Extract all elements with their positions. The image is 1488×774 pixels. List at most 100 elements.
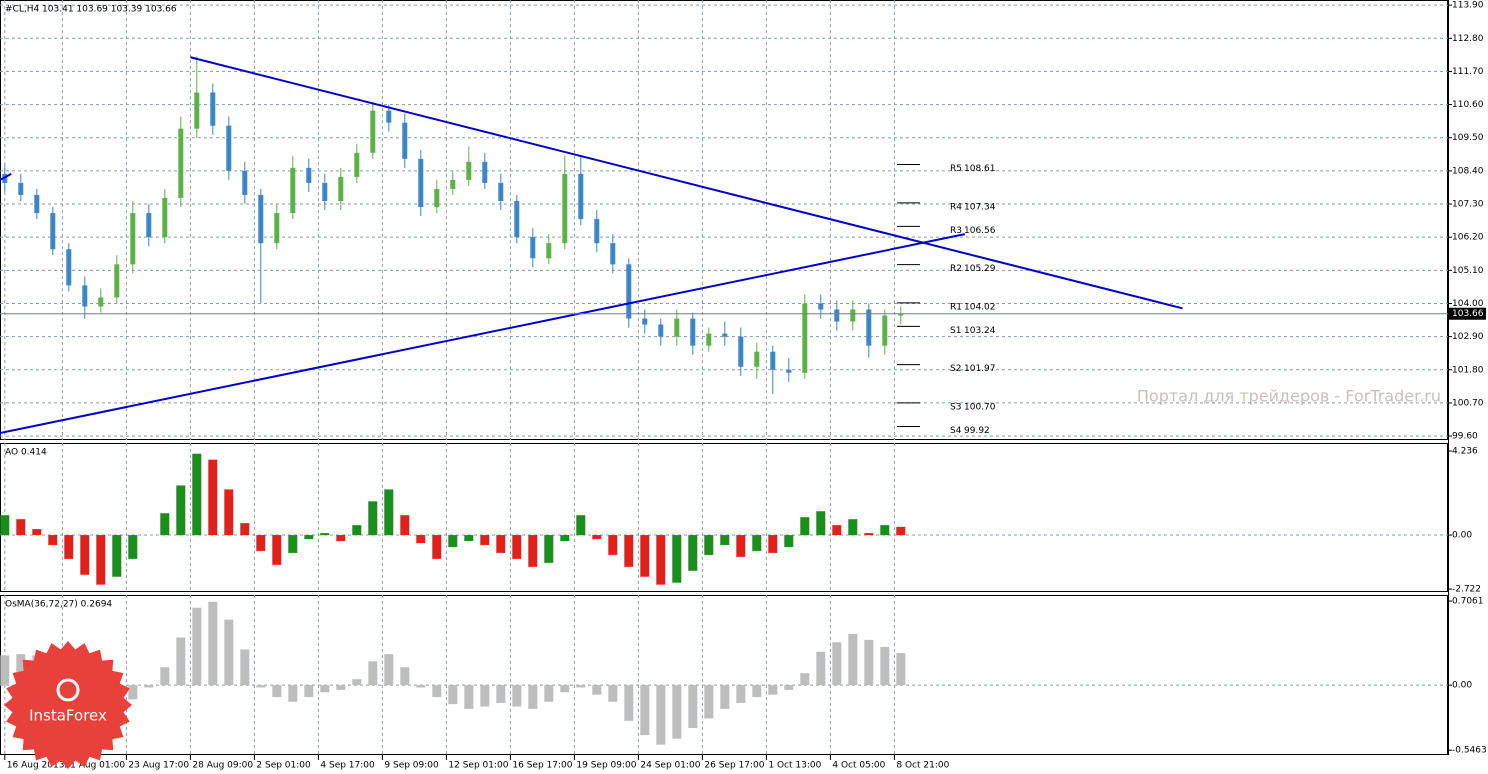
histogram-bar <box>352 525 362 536</box>
x-tick-label: 9 Sep 09:00 <box>384 761 439 771</box>
pivot-name: R4 <box>950 202 962 212</box>
candle-body <box>802 303 808 373</box>
logo-star <box>4 641 132 769</box>
histogram-bar <box>560 535 570 542</box>
histogram-bar <box>432 535 442 559</box>
histogram-bar <box>512 535 522 559</box>
pivot-value: 104.02 <box>964 302 996 312</box>
candle-body <box>882 315 888 346</box>
pivot-value: 100.70 <box>964 402 996 412</box>
candle-body <box>34 194 40 214</box>
candle-body <box>242 170 248 195</box>
histogram-bar <box>112 535 122 577</box>
x-tick-label: 19 Sep 09:00 <box>576 761 636 771</box>
histogram-bar <box>736 685 746 703</box>
panel-frame <box>0 0 1448 440</box>
candle-body <box>178 128 184 198</box>
histogram-bar <box>528 535 538 567</box>
y-tick-label: 99.60 <box>1452 432 1478 442</box>
histogram-bar <box>624 685 634 721</box>
candle-body <box>114 264 120 298</box>
histogram-bar <box>192 607 202 686</box>
histogram-bar <box>336 535 346 542</box>
y-tick-label: 0.7061 <box>1452 597 1484 607</box>
candle-body <box>450 179 456 189</box>
candle-body <box>578 173 584 220</box>
histogram-bar <box>384 654 394 686</box>
candle-body <box>770 351 776 370</box>
histogram-bar <box>128 535 138 559</box>
y-tick-label: 100.70 <box>1452 398 1484 408</box>
histogram-bar <box>688 535 698 571</box>
pivot-value: 101.97 <box>964 364 996 374</box>
histogram-bar <box>496 685 506 703</box>
candle-body <box>866 309 872 346</box>
x-tick-label: 4 Oct 05:00 <box>832 761 885 771</box>
histogram-bar <box>336 685 346 690</box>
x-tick-label: 23 Aug 17:00 <box>128 761 189 771</box>
histogram-bar <box>656 685 666 745</box>
histogram-bar <box>528 685 538 709</box>
pivot-value: 99.92 <box>964 426 990 436</box>
histogram-bar <box>304 685 314 698</box>
candle-body <box>562 173 568 244</box>
histogram-bar <box>752 535 762 551</box>
candle-body <box>290 167 296 214</box>
histogram-bar <box>144 685 154 688</box>
histogram-bar <box>576 515 586 536</box>
candle-body <box>466 161 472 180</box>
candle-body <box>898 313 904 316</box>
pivot-name: R2 <box>950 264 962 274</box>
x-tick-label: 16 Sep 17:00 <box>512 761 572 771</box>
logo-icon <box>56 678 80 702</box>
histogram-bar <box>816 511 826 536</box>
histogram-bar <box>720 535 730 545</box>
pivot-name: S3 <box>950 402 961 412</box>
histogram-bar <box>176 637 186 686</box>
histogram-bar <box>96 535 106 585</box>
histogram-bar <box>160 667 170 686</box>
histogram-bar <box>784 685 794 690</box>
x-tick-label: 4 Sep 17:00 <box>320 761 375 771</box>
panel-title: OsMA(36,72,27) 0.2694 <box>5 600 112 610</box>
histogram-bar <box>16 654 26 686</box>
y-tick-label: 105.10 <box>1452 266 1484 276</box>
candle-body <box>306 167 312 183</box>
histogram-bar <box>256 535 266 551</box>
histogram-bar <box>480 535 490 545</box>
histogram-bar <box>768 685 778 695</box>
histogram-bar <box>688 685 698 728</box>
y-tick-label: 0.00 <box>1452 681 1472 691</box>
histogram-bar <box>576 685 586 688</box>
x-tick-label: 28 Aug 09:00 <box>192 761 253 771</box>
histogram-bar <box>32 529 42 536</box>
logo-text: InstaForex <box>29 707 107 725</box>
y-tick-label: 102.90 <box>1452 332 1484 342</box>
histogram-bar <box>256 685 266 688</box>
histogram-bar <box>368 661 378 686</box>
candle-body <box>658 324 664 337</box>
histogram-bar <box>800 517 810 536</box>
histogram-bar <box>384 489 394 536</box>
histogram-bar <box>0 655 10 686</box>
candle-body <box>50 213 56 250</box>
y-tick-label: 0.00 <box>1452 531 1472 541</box>
candle-body <box>610 243 616 265</box>
histogram-bar <box>880 525 890 536</box>
y-tick-label: 4.236 <box>1452 447 1478 457</box>
histogram-bar <box>208 459 218 536</box>
candle-body <box>498 182 504 202</box>
trendline <box>190 56 1183 310</box>
histogram-bar <box>272 685 282 698</box>
histogram-bar <box>512 685 522 707</box>
candle-body <box>338 176 344 202</box>
histogram-bar <box>896 653 906 686</box>
trendline <box>0 173 12 181</box>
histogram-bar <box>768 535 778 553</box>
histogram-bar <box>192 453 202 536</box>
candle-body <box>258 194 264 244</box>
histogram-bar <box>368 501 378 536</box>
candle-body <box>514 201 520 238</box>
x-tick-label: 26 Sep 17:00 <box>704 761 764 771</box>
histogram-bar <box>208 601 218 686</box>
